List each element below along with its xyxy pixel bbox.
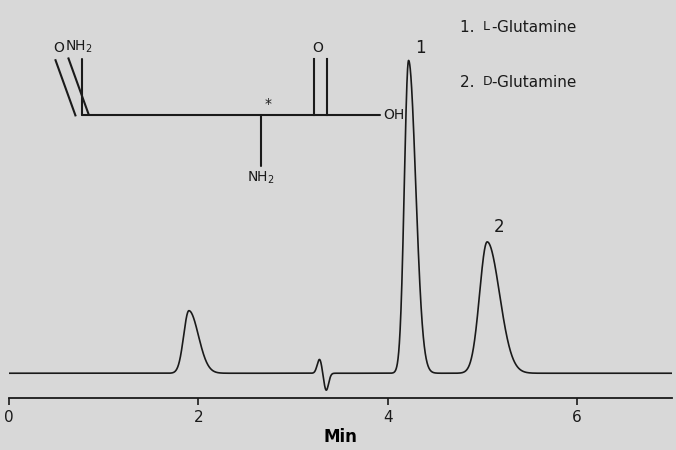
Text: 1.: 1. xyxy=(460,20,479,35)
Text: O: O xyxy=(53,41,64,55)
Text: NH$_2$: NH$_2$ xyxy=(65,39,93,55)
Text: OH: OH xyxy=(383,108,405,122)
X-axis label: Min: Min xyxy=(324,428,358,446)
Text: O: O xyxy=(312,41,322,55)
Text: -Glutamine: -Glutamine xyxy=(491,75,577,90)
Text: 1: 1 xyxy=(415,39,426,57)
Text: -Glutamine: -Glutamine xyxy=(491,20,577,35)
Text: 2: 2 xyxy=(493,218,504,236)
Text: NH$_2$: NH$_2$ xyxy=(247,170,274,186)
Text: L: L xyxy=(483,20,490,33)
Text: *: * xyxy=(264,97,271,111)
Text: D: D xyxy=(483,75,493,88)
Text: 2.: 2. xyxy=(460,75,479,90)
